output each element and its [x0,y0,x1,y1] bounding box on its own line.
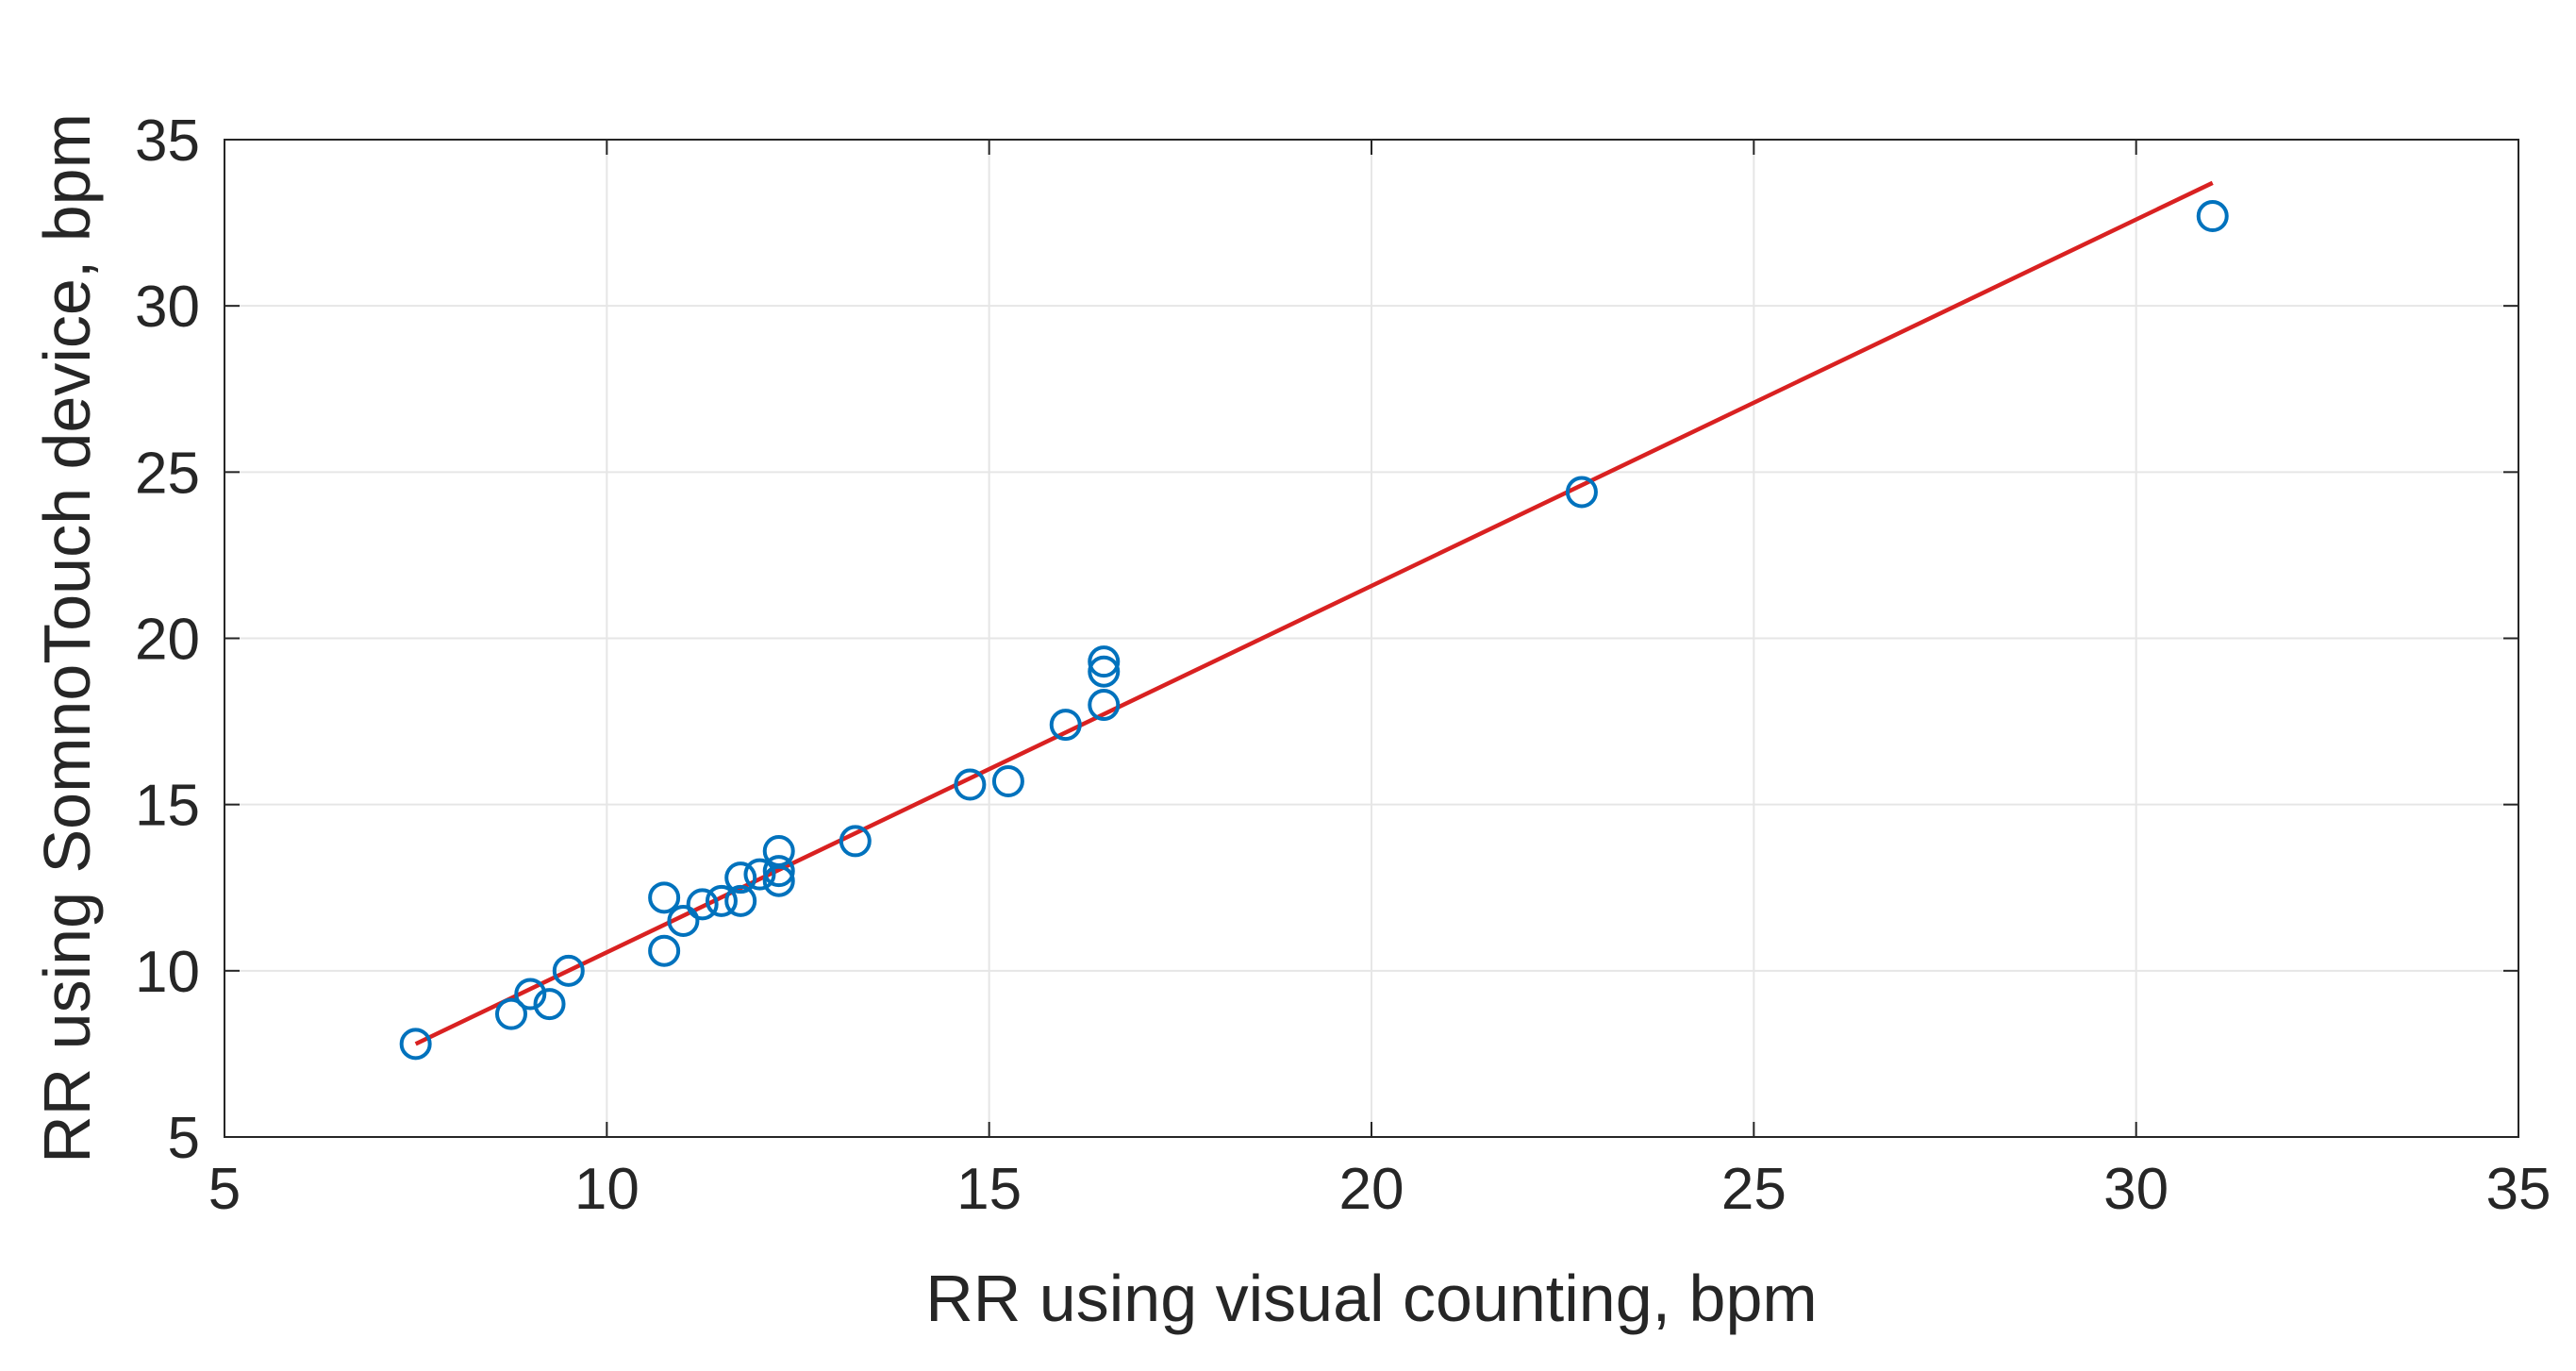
scatter-point [724,861,757,894]
scatter-point [991,765,1024,798]
y-tick-label: 10 [135,940,200,1005]
scatter-point [552,954,585,987]
x-axis-label: RR using visual counting, bpm [925,1262,1817,1335]
scatter-point [762,855,795,888]
scatter-point [495,997,527,1030]
x-tick-label: 35 [2486,1157,2551,1222]
scatter-point [1088,688,1121,721]
scatter-point [514,978,547,1011]
y-tick-label: 35 [135,109,200,174]
x-tick-label: 10 [574,1157,640,1222]
scatter-point [1565,476,1598,509]
scatter-point [2196,200,2229,233]
grid-layer [224,139,2519,1138]
scatter-point [839,825,872,858]
y-tick-label: 5 [168,1106,200,1171]
x-tick-label: 20 [1339,1157,1404,1222]
x-tick-label: 25 [1721,1157,1787,1222]
scatter-point [1088,645,1121,678]
tick-layer: 5 10 15 20 25 30 35 5 10 15 20 25 30 35 [135,109,2551,1222]
x-tick-label: 15 [956,1157,1022,1222]
scatter-point [686,888,719,921]
y-tick-label: 25 [135,441,200,506]
x-tick-label: 5 [208,1157,241,1222]
scatter-point [705,884,738,917]
scatter-point [1088,655,1121,688]
y-tick-label: 30 [135,275,200,340]
scatter-point [724,884,757,917]
scatter-point [1049,709,1082,742]
fit-line [414,180,2214,1046]
scatter-point [648,934,681,967]
scatter-point [762,864,795,897]
scatter-point [399,1028,432,1061]
scatter-point [533,988,566,1021]
y-tick-label: 20 [135,608,200,673]
fit-line-layer [414,180,2214,1046]
scatter-point [648,881,681,914]
x-tick-label: 30 [2103,1157,2169,1222]
scatter-point [954,768,987,801]
scatter-point [667,904,700,937]
y-axis-label: RR using SomnoTouch device, bpm [30,113,104,1163]
y-tick-label: 15 [135,774,200,839]
scatter-point [743,858,776,891]
point-layer [399,200,2229,1061]
